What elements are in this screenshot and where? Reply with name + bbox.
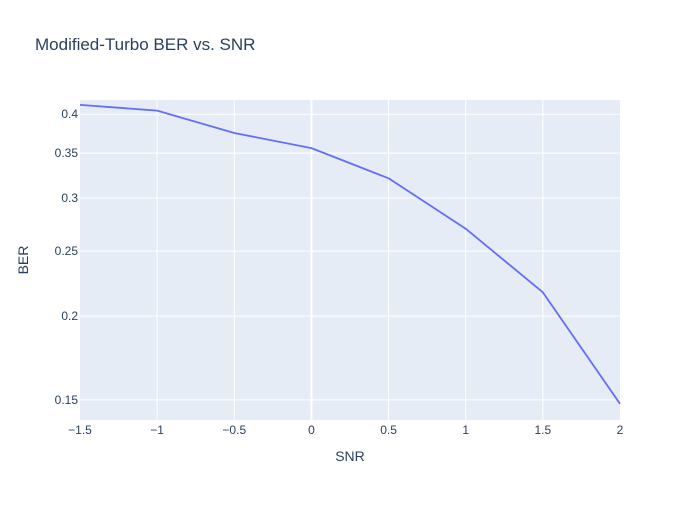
x-tick-label: −0.5 <box>222 423 246 437</box>
x-tick-label: −1.5 <box>68 423 92 437</box>
x-tick-label: 0 <box>308 423 315 437</box>
y-gridlines <box>80 113 620 401</box>
x-tick-label: 2 <box>617 423 624 437</box>
x-tick-label: 1 <box>462 423 469 437</box>
chart-title: Modified-Turbo BER vs. SNR <box>35 35 255 54</box>
x-tick-label: −1 <box>150 423 164 437</box>
y-tick-label: 0.2 <box>61 309 78 323</box>
x-tick-label: 1.5 <box>535 423 552 437</box>
y-tick-label: 0.25 <box>55 244 79 258</box>
x-tick-labels: −1.5 −1 −0.5 0 0.5 1 1.5 2 <box>68 423 624 437</box>
ber-series-line <box>79 104 621 405</box>
x-tick-label: 0.5 <box>380 423 397 437</box>
y-tick-label: 0.35 <box>55 146 79 160</box>
x-axis-title: SNR <box>335 448 365 464</box>
y-tick-label: 0.15 <box>55 393 79 407</box>
series-layer <box>79 104 621 405</box>
y-tick-label: 0.3 <box>61 191 78 205</box>
plot-area <box>80 100 620 420</box>
y-axis-title: BER <box>15 246 31 275</box>
y-tick-labels: 0.15 0.2 0.25 0.3 0.35 0.4 <box>55 107 79 407</box>
y-tick-label: 0.4 <box>61 107 78 121</box>
